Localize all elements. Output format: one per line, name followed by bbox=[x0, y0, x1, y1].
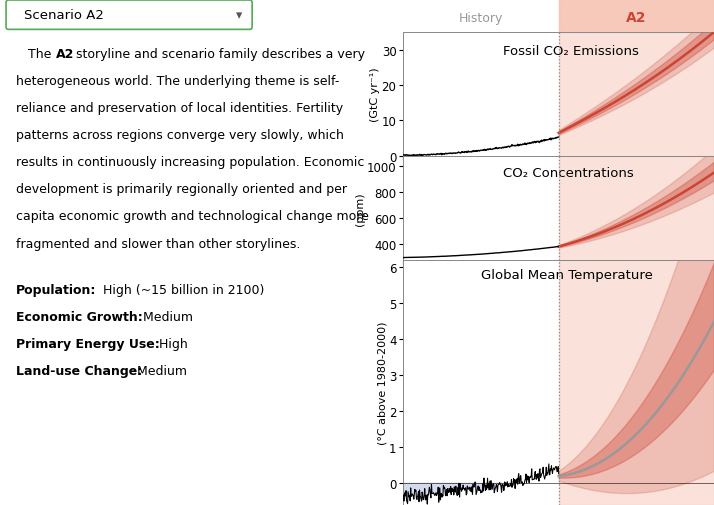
Text: Medium: Medium bbox=[133, 364, 187, 377]
Text: storyline and scenario family describes a very: storyline and scenario family describes … bbox=[72, 48, 365, 61]
Text: fragmented and slower than other storylines.: fragmented and slower than other storyli… bbox=[16, 237, 301, 250]
Text: Medium: Medium bbox=[139, 310, 193, 323]
Text: Fossil CO₂ Emissions: Fossil CO₂ Emissions bbox=[503, 45, 639, 58]
Text: CO₂ Concentrations: CO₂ Concentrations bbox=[503, 167, 633, 180]
Text: The: The bbox=[16, 48, 56, 61]
Bar bbox=[558, 260, 714, 505]
Text: results in continuously increasing population. Economic: results in continuously increasing popul… bbox=[16, 156, 365, 169]
Y-axis label: (°C above 1980-2000): (°C above 1980-2000) bbox=[378, 321, 388, 444]
Text: ▾: ▾ bbox=[236, 9, 242, 22]
Text: High (~15 billion in 2100): High (~15 billion in 2100) bbox=[99, 283, 264, 296]
Bar bbox=[558, 0, 714, 33]
FancyBboxPatch shape bbox=[6, 1, 252, 30]
Text: Primary Energy Use:: Primary Energy Use: bbox=[16, 337, 160, 350]
Text: Economic Growth:: Economic Growth: bbox=[16, 310, 143, 323]
Text: Population:: Population: bbox=[16, 283, 96, 296]
Text: reliance and preservation of local identities. Fertility: reliance and preservation of local ident… bbox=[16, 102, 343, 115]
Text: A2: A2 bbox=[626, 11, 647, 25]
Text: A2: A2 bbox=[56, 48, 74, 61]
Bar bbox=[558, 157, 714, 260]
Y-axis label: (ppm): (ppm) bbox=[356, 191, 366, 225]
Text: High: High bbox=[156, 337, 188, 350]
Text: patterns across regions converge very slowly, which: patterns across regions converge very sl… bbox=[16, 129, 344, 142]
Text: Land-use Change:: Land-use Change: bbox=[16, 364, 142, 377]
Bar bbox=[558, 33, 714, 157]
Text: History: History bbox=[459, 12, 503, 25]
Text: heterogeneous world. The underlying theme is self-: heterogeneous world. The underlying them… bbox=[16, 75, 340, 88]
Text: Global Mean Temperature: Global Mean Temperature bbox=[481, 269, 653, 282]
Y-axis label: (GtC yr⁻¹): (GtC yr⁻¹) bbox=[370, 68, 380, 122]
Text: Scenario A2: Scenario A2 bbox=[24, 9, 104, 22]
Text: capita economic growth and technological change more: capita economic growth and technological… bbox=[16, 210, 369, 223]
Text: development is primarily regionally oriented and per: development is primarily regionally orie… bbox=[16, 183, 347, 196]
